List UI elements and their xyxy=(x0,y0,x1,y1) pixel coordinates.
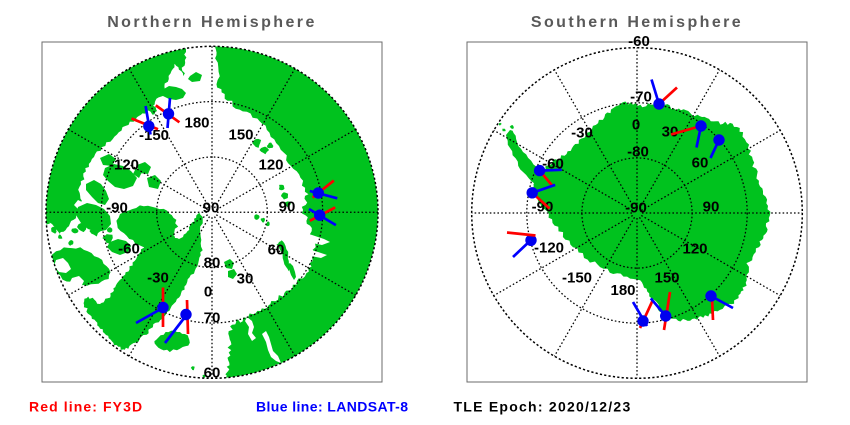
svg-text:-150: -150 xyxy=(139,127,169,144)
svg-text:70: 70 xyxy=(204,309,221,326)
svg-text:80: 80 xyxy=(204,254,221,271)
svg-text:-70: -70 xyxy=(630,88,652,105)
svg-text:-30: -30 xyxy=(147,269,169,286)
svg-text:-150: -150 xyxy=(562,269,592,286)
svg-text:-120: -120 xyxy=(534,239,564,256)
svg-text:60: 60 xyxy=(268,241,285,258)
svg-text:-90: -90 xyxy=(532,198,554,215)
svg-text:-80: -80 xyxy=(627,143,649,160)
svg-text:Southern Hemisphere: Southern Hemisphere xyxy=(531,14,743,31)
svg-text:150: 150 xyxy=(654,269,679,286)
svg-text:-120: -120 xyxy=(109,156,139,173)
svg-text:-60: -60 xyxy=(542,155,564,172)
svg-text:120: 120 xyxy=(682,240,707,257)
svg-text:-90: -90 xyxy=(106,199,128,216)
svg-text:-60: -60 xyxy=(118,240,140,257)
svg-text:60: 60 xyxy=(204,364,221,381)
svg-text:90: 90 xyxy=(703,198,720,215)
svg-text:150: 150 xyxy=(228,126,253,143)
svg-text:30: 30 xyxy=(662,123,679,140)
svg-text:Blue line: LANDSAT-8: Blue line: LANDSAT-8 xyxy=(256,399,408,415)
svg-text:180: 180 xyxy=(184,114,209,131)
svg-text:-60: -60 xyxy=(628,33,650,50)
svg-text:180: 180 xyxy=(610,282,635,299)
svg-text:30: 30 xyxy=(237,270,254,287)
svg-text:120: 120 xyxy=(258,156,283,173)
svg-text:0: 0 xyxy=(204,283,212,300)
svg-text:TLE Epoch: 2020/12/23: TLE Epoch: 2020/12/23 xyxy=(454,399,632,415)
svg-text:-30: -30 xyxy=(571,124,593,141)
svg-text:0: 0 xyxy=(632,116,640,133)
svg-text:-90: -90 xyxy=(625,199,647,216)
svg-text:90: 90 xyxy=(279,198,296,215)
svg-text:90: 90 xyxy=(203,199,220,216)
svg-text:Red line: FY3D: Red line: FY3D xyxy=(29,399,143,415)
svg-text:60: 60 xyxy=(692,154,709,171)
svg-text:Northern Hemisphere: Northern Hemisphere xyxy=(107,14,317,31)
